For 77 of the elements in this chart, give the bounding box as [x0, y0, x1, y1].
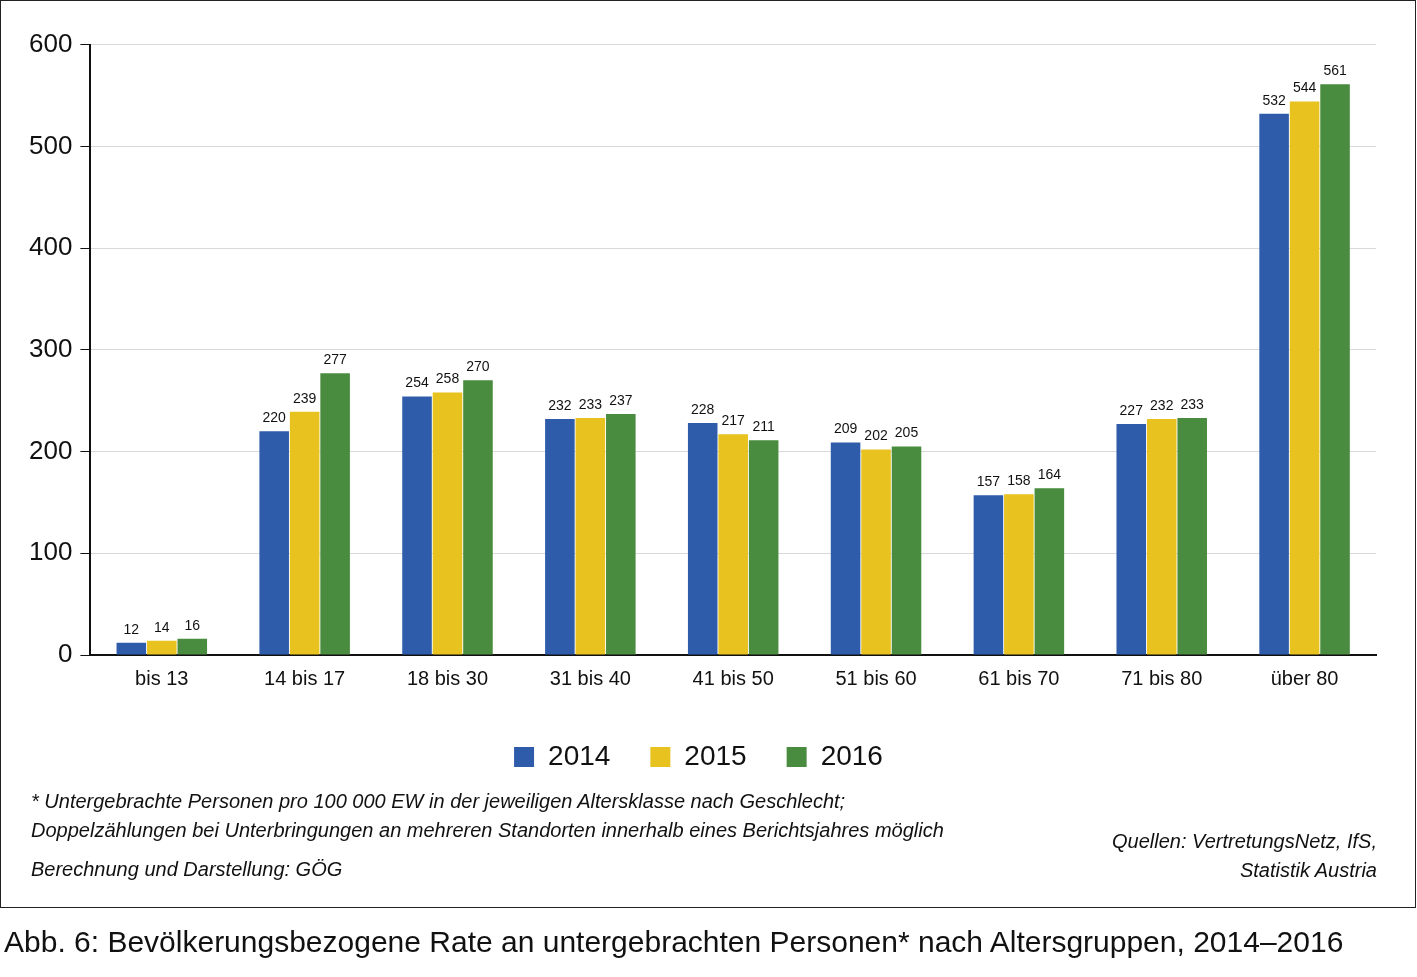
x-tick-label: bis 13	[135, 666, 189, 689]
y-tick-label: 100	[28, 536, 73, 567]
data-label: 202	[864, 427, 888, 444]
bar	[575, 417, 606, 655]
bar	[1034, 488, 1065, 655]
bar	[432, 392, 463, 655]
data-label: 277	[323, 351, 348, 368]
text: * Untergebrachte Personen pro 100 000 EW in der jeweiligen Altersklasse nach Geschlecht; Doppelzählungen bei Unterbringungen an mehreren Standorten innerhalb eines Berichtsjahres möglich	[31, 789, 945, 843]
bar	[1259, 113, 1289, 655]
bar	[545, 418, 575, 655]
data-label: 254	[405, 374, 429, 391]
data-label: 228	[691, 400, 715, 417]
data-label: 209	[833, 420, 858, 437]
text: Abb. 6: Bevölkerungsbezogene Rate an untergebrachten Personen* nach Altersgruppen, 2014–2016	[4, 925, 1344, 959]
y-tick-label: 300	[28, 332, 73, 363]
data-label: 164	[1037, 466, 1062, 483]
data-label: 205	[894, 424, 919, 441]
x-tick-label: über 80	[1270, 666, 1339, 689]
legend-label: 2016	[820, 739, 883, 771]
bar	[718, 434, 748, 655]
data-label: 211	[752, 418, 776, 435]
bar	[1320, 84, 1350, 655]
bar	[147, 640, 177, 655]
bar	[861, 449, 891, 655]
bar	[1146, 418, 1177, 655]
y-tick-label: 600	[28, 27, 73, 58]
data-label: 239	[292, 389, 317, 406]
bar	[1116, 424, 1147, 655]
x-tick-label: 71 bis 80	[1121, 666, 1203, 689]
bar	[606, 413, 636, 655]
bar	[973, 495, 1004, 655]
bar	[687, 423, 718, 655]
bar	[1004, 494, 1034, 655]
bar	[1289, 101, 1320, 655]
bar	[177, 638, 208, 655]
x-tick-label: 14 bis 17	[264, 666, 346, 689]
x-tick-label: 31 bis 40	[549, 666, 631, 689]
y-tick-label: 0	[57, 638, 73, 669]
data-label: 270	[466, 358, 490, 375]
legend-label: 2014	[548, 739, 611, 771]
bar	[289, 411, 320, 655]
x-tick-label: 51 bis 60	[835, 666, 917, 689]
y-tick-label: 500	[28, 129, 73, 160]
x-tick-label: 18 bis 30	[406, 666, 489, 689]
legend-label: 2015	[684, 739, 747, 771]
data-label: 157	[976, 473, 1001, 490]
data-label: 217	[721, 412, 746, 429]
x-tick-label: 41 bis 50	[692, 666, 774, 689]
data-label: 258	[435, 370, 460, 387]
data-label: 12	[123, 620, 140, 637]
source-note: Quellen: VertretungsNetz, IfS, Statistik Austria	[1111, 829, 1377, 883]
data-label: 532	[1262, 91, 1286, 108]
data-label: 227	[1119, 401, 1144, 418]
bar	[891, 446, 922, 655]
data-label: 232	[548, 396, 572, 413]
bar	[463, 380, 493, 655]
data-label: 561	[1323, 62, 1347, 79]
data-label: 16	[184, 616, 201, 633]
data-label: 220	[262, 409, 287, 426]
bar	[830, 442, 861, 655]
bar	[259, 431, 289, 655]
data-label: 233	[578, 395, 603, 412]
data-label: 232	[1150, 396, 1174, 413]
bar	[748, 440, 779, 655]
data-label: 233	[1180, 395, 1205, 412]
data-label: 544	[1292, 79, 1317, 96]
y-tick-label: 400	[28, 231, 73, 262]
bar	[320, 373, 350, 655]
bar	[1177, 417, 1207, 655]
y-tick-label: 200	[28, 434, 73, 465]
data-label: 237	[609, 391, 633, 408]
x-tick-label: 61 bis 70	[978, 666, 1060, 689]
data-label: 158	[1007, 472, 1031, 489]
bar	[116, 642, 147, 655]
bar	[402, 396, 432, 655]
text: Berechnung und Darstellung: GÖG	[31, 857, 344, 882]
data-label: 14	[154, 618, 170, 635]
